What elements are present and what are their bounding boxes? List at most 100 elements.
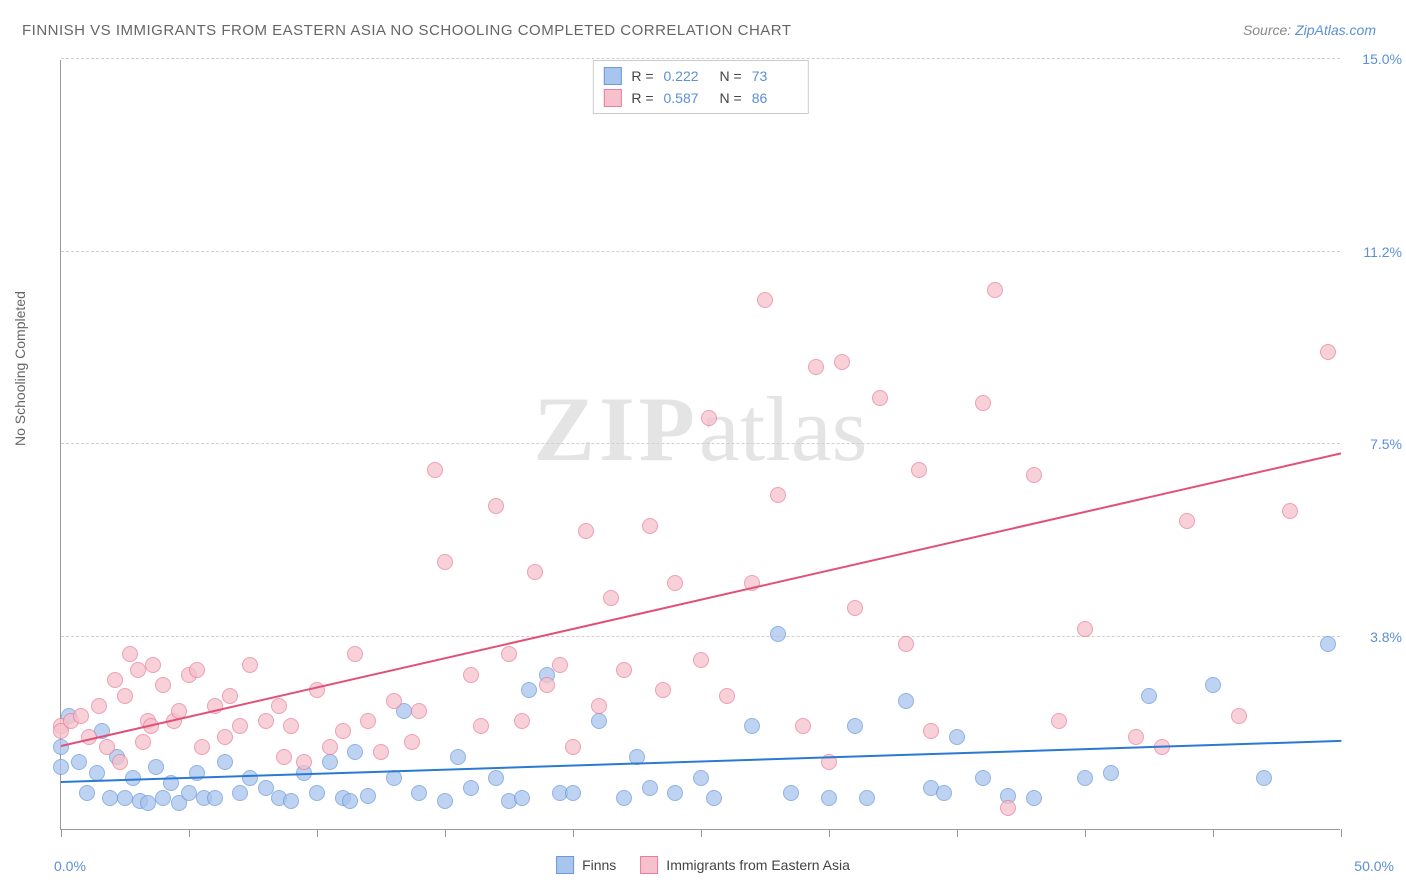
n-value: 73	[752, 68, 798, 84]
scatter-plot-area: ZIPatlas R = 0.222 N = 73 R = 0.587 N = …	[60, 60, 1340, 830]
scatter-point	[770, 626, 786, 642]
scatter-point	[283, 793, 299, 809]
x-tick	[445, 829, 446, 837]
scatter-point	[207, 790, 223, 806]
scatter-point	[1077, 770, 1093, 786]
scatter-point	[1051, 713, 1067, 729]
scatter-point	[242, 770, 258, 786]
scatter-point	[501, 646, 517, 662]
scatter-point	[1256, 770, 1272, 786]
scatter-point	[808, 359, 824, 375]
r-label: R =	[631, 90, 653, 106]
scatter-point	[539, 677, 555, 693]
scatter-point	[155, 677, 171, 693]
watermark: ZIPatlas	[534, 376, 868, 482]
scatter-point	[616, 790, 632, 806]
watermark-atlas: atlas	[699, 378, 868, 480]
scatter-point	[744, 718, 760, 734]
scatter-point	[719, 688, 735, 704]
series-legend: Finns Immigrants from Eastern Asia	[556, 856, 850, 874]
scatter-point	[130, 662, 146, 678]
x-tick	[317, 829, 318, 837]
scatter-point	[373, 744, 389, 760]
scatter-point	[463, 780, 479, 796]
scatter-point	[1205, 677, 1221, 693]
x-tick	[189, 829, 190, 837]
scatter-point	[181, 785, 197, 801]
x-tick	[1085, 829, 1086, 837]
scatter-point	[437, 554, 453, 570]
n-label: N =	[720, 68, 742, 84]
scatter-point	[911, 462, 927, 478]
n-value: 86	[752, 90, 798, 106]
scatter-point	[71, 754, 87, 770]
scatter-point	[73, 708, 89, 724]
watermark-zip: ZIP	[534, 378, 699, 480]
n-label: N =	[720, 90, 742, 106]
scatter-point	[847, 600, 863, 616]
legend-label: Finns	[582, 857, 616, 873]
scatter-point	[616, 662, 632, 678]
y-tick-label: 7.5%	[1347, 436, 1402, 452]
scatter-point	[770, 487, 786, 503]
grid-line	[61, 251, 1340, 252]
scatter-point	[194, 739, 210, 755]
scatter-point	[975, 770, 991, 786]
scatter-point	[347, 744, 363, 760]
y-tick-label: 15.0%	[1347, 51, 1402, 67]
scatter-point	[552, 657, 568, 673]
scatter-point	[923, 723, 939, 739]
scatter-point	[117, 688, 133, 704]
scatter-point	[411, 785, 427, 801]
scatter-point	[386, 693, 402, 709]
scatter-point	[107, 672, 123, 688]
scatter-point	[693, 652, 709, 668]
scatter-point	[667, 785, 683, 801]
scatter-point	[276, 749, 292, 765]
scatter-point	[232, 785, 248, 801]
scatter-point	[1141, 688, 1157, 704]
y-axis-label: No Schooling Completed	[12, 291, 28, 446]
scatter-point	[360, 713, 376, 729]
stats-row: R = 0.587 N = 86	[603, 87, 797, 109]
source-link[interactable]: ZipAtlas.com	[1295, 22, 1376, 38]
scatter-point	[335, 723, 351, 739]
scatter-point	[859, 790, 875, 806]
scatter-point	[189, 662, 205, 678]
scatter-point	[834, 354, 850, 370]
scatter-point	[949, 729, 965, 745]
scatter-point	[527, 564, 543, 580]
scatter-point	[1282, 503, 1298, 519]
scatter-point	[283, 718, 299, 734]
y-tick-label: 3.8%	[1347, 629, 1402, 645]
scatter-point	[122, 646, 138, 662]
scatter-point	[53, 759, 69, 775]
legend-item-finns: Finns	[556, 856, 616, 874]
r-label: R =	[631, 68, 653, 84]
scatter-point	[450, 749, 466, 765]
scatter-point	[347, 646, 363, 662]
scatter-point	[463, 667, 479, 683]
scatter-point	[322, 739, 338, 755]
scatter-point	[360, 788, 376, 804]
scatter-point	[411, 703, 427, 719]
scatter-point	[322, 754, 338, 770]
scatter-point	[1128, 729, 1144, 745]
x-axis-max-label: 50.0%	[1354, 858, 1394, 874]
scatter-point	[642, 780, 658, 796]
scatter-point	[296, 754, 312, 770]
x-tick	[573, 829, 574, 837]
y-tick-label: 11.2%	[1347, 244, 1402, 260]
scatter-point	[1026, 790, 1042, 806]
scatter-point	[975, 395, 991, 411]
scatter-point	[783, 785, 799, 801]
stats-row: R = 0.222 N = 73	[603, 65, 797, 87]
scatter-point	[112, 754, 128, 770]
scatter-point	[706, 790, 722, 806]
scatter-point	[488, 498, 504, 514]
r-value: 0.222	[664, 68, 710, 84]
scatter-point	[565, 785, 581, 801]
scatter-point	[667, 575, 683, 591]
scatter-point	[222, 688, 238, 704]
grid-line	[61, 443, 1340, 444]
